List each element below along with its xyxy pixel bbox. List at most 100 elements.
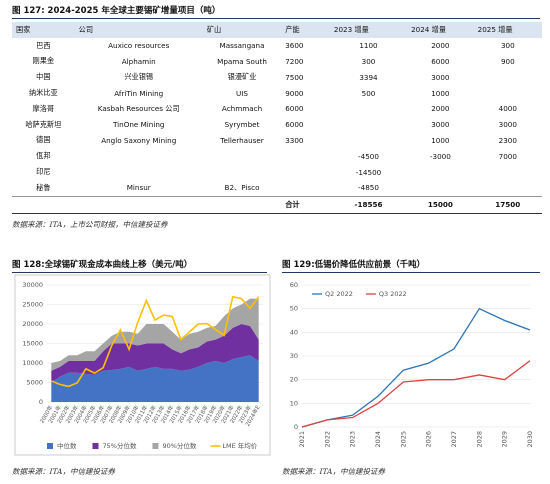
legend-swatch — [47, 443, 53, 449]
column-header: 2025 增量 — [473, 22, 542, 38]
table-cell: 3000 — [431, 120, 450, 130]
table-cell: -3000 — [429, 151, 451, 161]
table-cell: 3300 — [285, 135, 304, 145]
table-cell — [74, 195, 203, 214]
table-row: 刚果金 Alphamin Mpama South 7200 300 6000 900 — [12, 54, 542, 70]
table-cell — [75, 164, 203, 180]
legend-label: Q3 2022 — [379, 290, 407, 298]
table-cell: 巴西 — [36, 40, 51, 50]
table-cell — [330, 101, 407, 117]
legend-label: 90%分位数 — [162, 441, 196, 450]
table-cell: 300 — [361, 56, 376, 66]
x-tick-label: 2022 — [323, 431, 331, 448]
table-cell: 9000 — [285, 88, 304, 98]
chart-source: 数据来源：ITA，中信建投证券 — [282, 467, 385, 476]
table-cell: AfriTin Mining — [114, 88, 164, 98]
table-cell — [330, 133, 407, 149]
x-tick-label: 2030 — [526, 431, 534, 448]
column-header: 2023 增量 — [329, 22, 408, 38]
table-cell: 7000 — [498, 151, 517, 161]
table-cell: -4500 — [358, 151, 379, 161]
table-cell: -4850 — [358, 183, 379, 193]
legend-label: Q2 2022 — [325, 290, 353, 298]
table-cell: 4000 — [498, 104, 517, 114]
table-cell: 摩洛哥 — [32, 103, 55, 113]
table-cell — [407, 164, 474, 180]
area — [51, 355, 259, 402]
y-tick-label: 20000 — [22, 320, 43, 328]
table-cell: 兴业银锡 — [124, 72, 154, 82]
table-row: 佤邦 -4500 -3000 7000 — [12, 148, 542, 164]
table-cell: 3394 — [359, 72, 378, 82]
table-cell: 银漫矿业 — [227, 72, 257, 82]
table-cell — [330, 117, 407, 133]
table-cell — [474, 69, 542, 85]
line — [301, 307, 531, 428]
table-cell — [474, 164, 542, 180]
table-cell: Achmmach — [221, 104, 263, 114]
table-cell — [474, 180, 542, 196]
chart: 0500010000150002000025000300002000年2001年… — [14, 274, 271, 456]
table-cell: 1100 — [359, 41, 378, 51]
y-tick-label: 40 — [290, 328, 298, 336]
table-row: 纳米比亚 AfriTin Mining UIS 9000 500 1000 — [12, 85, 542, 101]
table-cell: Anglo Saxony Mining — [101, 135, 177, 145]
table-cell: 2300 — [498, 135, 517, 145]
y-tick-label: 15000 — [22, 340, 43, 348]
column-header: 公司 — [74, 22, 203, 38]
table-cell: 印尼 — [36, 167, 51, 177]
table-cell: 德国 — [36, 135, 51, 145]
table-cell: Auxico resources — [108, 41, 170, 51]
table-cell — [12, 195, 75, 214]
legend-label: 中位数 — [57, 441, 77, 450]
table: 国家 公司 矿山 产能 2023 增量 2024 增量 2025 增量 巴西 Auxico re… — [12, 22, 542, 214]
table-cell: 2000 — [431, 104, 450, 114]
table-cell: 7500 — [285, 72, 304, 82]
y-tick-label: 30 — [290, 352, 298, 360]
table-cell: 6000 — [285, 120, 304, 130]
x-tick-label: 2025 — [399, 431, 407, 448]
table-cell: 秘鲁 — [36, 182, 51, 192]
y-tick-label: 0 — [294, 423, 298, 431]
total-label: 合计 — [281, 195, 330, 214]
table-cell: 3600 — [285, 41, 304, 51]
table-cell: 1000 — [431, 88, 450, 98]
table-cell: UIS — [236, 88, 248, 98]
table-cell: 7200 — [285, 56, 304, 66]
table-cell — [474, 85, 542, 101]
table-cell: 中国 — [36, 72, 51, 82]
table-cell — [203, 148, 281, 164]
table-cell: Minsur — [126, 183, 151, 193]
chart-title: 图 128:全球锡矿现金成本曲线上移（美元/吨） — [12, 258, 267, 273]
y-tick-label: 20 — [290, 376, 298, 384]
table-cell — [202, 195, 282, 214]
column-header: 产能 — [281, 22, 330, 38]
table-cell: Syrymbet — [224, 120, 260, 130]
legend-label: 75%分位数 — [103, 441, 137, 450]
column-header: 2024 增量 — [407, 22, 474, 38]
legend-swatch — [152, 443, 159, 449]
lme-line — [51, 295, 260, 388]
x-tick-label: 2029 — [501, 431, 509, 448]
y-tick-label: 60 — [290, 281, 298, 289]
y-tick-label: 0 — [39, 398, 43, 406]
legend-label: LME 年均价 — [222, 441, 257, 450]
table-cell: Tellerhauser — [220, 135, 264, 145]
y-tick-label: 25000 — [22, 301, 43, 309]
table-cell: 哈萨克斯坦 — [25, 119, 62, 129]
total-row: 合计 -18556 15000 17500 — [12, 195, 542, 214]
line — [301, 360, 531, 428]
table-cell: 佤邦 — [36, 151, 51, 161]
y-tick-label: 30000 — [22, 281, 43, 289]
table-row: 印尼 -14500 — [12, 164, 542, 180]
table-cell — [407, 180, 474, 196]
column-header: 国家 — [12, 22, 75, 38]
table-title: 图 127: 2024-2025 年全球主要锡矿增量项目（吨） — [12, 4, 540, 19]
chart-title: 图 129:低锡价降低供应前景（千吨） — [282, 258, 540, 273]
table-cell — [281, 148, 330, 164]
table-cell — [281, 164, 330, 180]
table-row: 摩洛哥 Kasbah Resources 公司 Achmmach 6000 2000 40… — [12, 101, 542, 117]
table-cell: Massangana — [219, 41, 265, 51]
